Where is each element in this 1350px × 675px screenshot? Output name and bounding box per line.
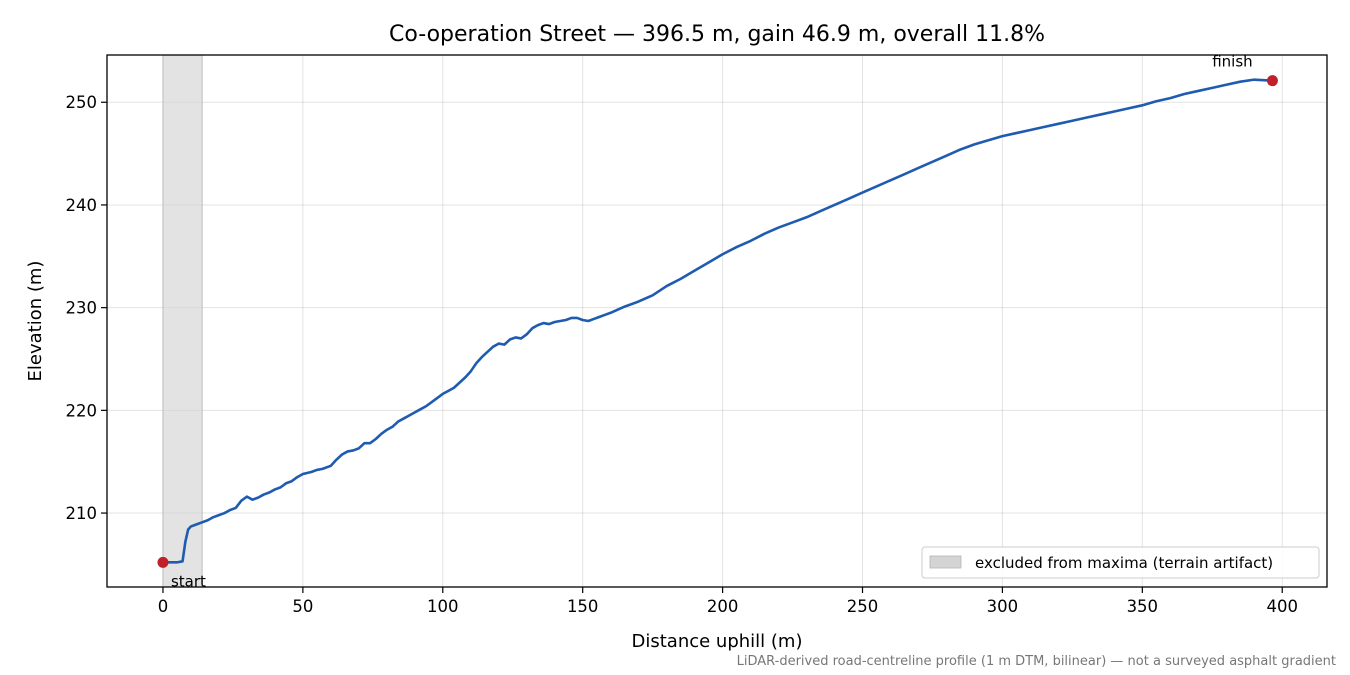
finish-marker bbox=[1266, 75, 1278, 87]
start-marker bbox=[157, 556, 169, 568]
x-tick-label: 300 bbox=[987, 597, 1019, 616]
y-tick-label: 220 bbox=[66, 401, 98, 420]
grid-lines bbox=[107, 55, 1327, 587]
legend: excluded from maxima (terrain artifact) bbox=[921, 546, 1320, 579]
x-axis-label: Distance uphill (m) bbox=[632, 631, 803, 652]
y-axis-label: Elevation (m) bbox=[25, 261, 46, 382]
legend-box bbox=[921, 546, 1320, 579]
x-tick-label: 0 bbox=[158, 597, 169, 616]
plot-area-frame bbox=[106, 54, 1328, 588]
finish-label: finish bbox=[1212, 53, 1252, 71]
x-tick-label: 350 bbox=[1127, 597, 1159, 616]
legend-label-excluded: excluded from maxima (terrain artifact) bbox=[975, 554, 1273, 572]
x-tick-label: 200 bbox=[707, 597, 739, 616]
x-tick-label: 150 bbox=[567, 597, 599, 616]
y-tick-label: 240 bbox=[66, 196, 98, 215]
elevation-profile-line bbox=[161, 78, 1274, 564]
footnote: LiDAR-derived road-centreline profile (1… bbox=[737, 654, 1336, 669]
x-tick-label: 50 bbox=[292, 597, 313, 616]
start-label: start bbox=[171, 572, 206, 590]
y-axis-ticks: 210 220 230 240 250 bbox=[66, 93, 107, 523]
excluded-region-band bbox=[162, 54, 203, 588]
y-tick-label: 230 bbox=[66, 299, 98, 318]
x-tick-label: 250 bbox=[847, 597, 879, 616]
legend-swatch-excluded bbox=[929, 555, 962, 569]
y-tick-label: 210 bbox=[66, 504, 98, 523]
y-tick-label: 250 bbox=[66, 93, 98, 112]
x-tick-label: 400 bbox=[1266, 597, 1298, 616]
chart-title: Co-operation Street — 396.5 m, gain 46.9… bbox=[389, 22, 1045, 47]
x-axis-ticks: 0 50 100 150 200 250 300 350 400 bbox=[158, 587, 1298, 616]
x-tick-label: 100 bbox=[427, 597, 459, 616]
